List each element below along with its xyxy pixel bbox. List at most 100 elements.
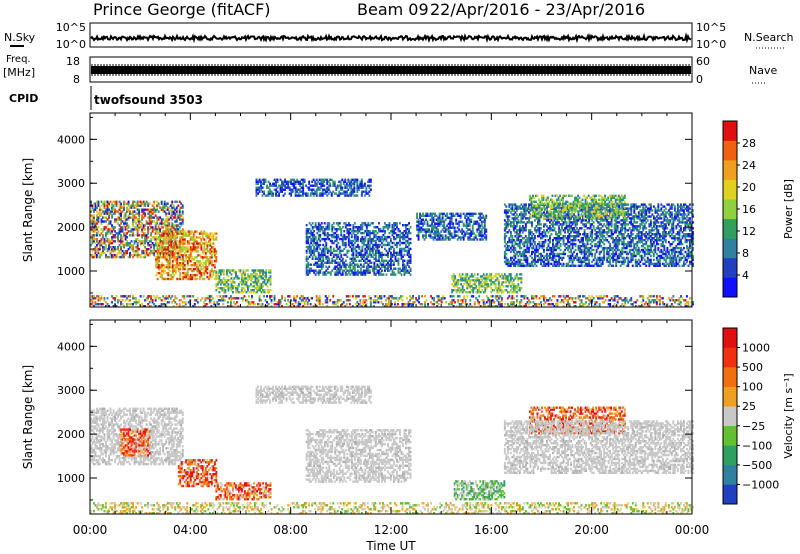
echo-cell <box>244 289 246 292</box>
echo-cell <box>215 285 218 288</box>
echo-cell <box>164 248 167 251</box>
echo-cell <box>126 236 128 239</box>
echo-cell <box>200 232 203 235</box>
echo-cell <box>177 228 180 231</box>
echo-cell <box>181 244 184 247</box>
echo-cell <box>150 208 153 211</box>
echo-cell <box>210 275 213 279</box>
echo-cell <box>130 253 133 257</box>
echo-cell <box>157 210 160 213</box>
echo-cell <box>233 281 236 284</box>
echo-cell <box>263 279 266 282</box>
echo-cell <box>291 190 294 193</box>
echo-cell <box>112 248 115 251</box>
echo-cell <box>382 273 385 276</box>
echo-cell <box>177 244 180 247</box>
echo-cell <box>132 224 134 227</box>
echo-cell <box>320 180 323 183</box>
echo-cell <box>305 228 308 231</box>
echo-cell <box>162 210 165 213</box>
echo-cell <box>242 277 245 280</box>
echo-cell <box>197 244 200 247</box>
echo-cell <box>363 184 366 187</box>
echo-cell <box>174 208 177 211</box>
echo-cell <box>182 246 185 249</box>
echo-cell <box>384 230 386 233</box>
echo-cell <box>167 246 170 249</box>
echo-cell <box>105 244 107 247</box>
echo-cell <box>224 281 227 284</box>
echo-cell <box>305 249 308 253</box>
echo-cell <box>248 285 251 288</box>
echo-cell <box>258 180 261 183</box>
echo-cell <box>333 182 336 185</box>
echo-cell <box>157 248 160 251</box>
echo-cell <box>153 210 156 213</box>
echo-cell <box>299 194 302 197</box>
echo-cell <box>287 184 290 187</box>
echo-cell <box>342 190 345 193</box>
echo-cell <box>158 254 161 257</box>
echo-cell <box>209 234 212 237</box>
echo-cell <box>166 216 169 219</box>
echo-cell <box>182 262 185 265</box>
echo-cell <box>192 269 195 273</box>
echo-cell <box>148 251 151 255</box>
echo-cell <box>115 232 118 235</box>
echo-cell <box>212 234 215 237</box>
nsky-bottom-tick: 10^0 <box>56 38 86 51</box>
echo-cell <box>148 240 151 243</box>
echo-cell <box>326 186 329 189</box>
echo-cell <box>328 222 331 225</box>
echo-cell <box>93 224 95 227</box>
echo-cell <box>127 226 130 229</box>
echo-cell <box>520 287 523 290</box>
echo-cell <box>109 255 112 259</box>
echo-cell <box>150 238 153 241</box>
echo-cell <box>189 252 192 255</box>
echo-cell <box>195 277 198 281</box>
echo-cell <box>174 250 177 253</box>
echo-cell <box>132 202 134 205</box>
echo-cell <box>147 226 150 229</box>
echo-cell <box>132 255 134 259</box>
echo-cell <box>203 246 206 249</box>
echo-cell <box>226 273 228 276</box>
echo-cell <box>204 254 207 257</box>
echo-cell <box>260 277 263 280</box>
echo-cell <box>356 186 359 189</box>
echo-cell <box>269 271 272 274</box>
echo-cell <box>117 251 119 255</box>
echo-cell <box>90 210 92 213</box>
echo-cell <box>96 220 98 223</box>
echo-cell <box>306 186 309 189</box>
echo-cell <box>209 250 212 253</box>
echo-cell <box>313 241 316 245</box>
echo-cell <box>130 228 133 231</box>
echo-cell <box>308 231 311 235</box>
echo-cell <box>164 277 167 281</box>
echo-cell <box>201 256 204 259</box>
echo-cell <box>157 226 160 229</box>
echo-cell <box>224 283 227 286</box>
echo-cell <box>195 240 198 243</box>
echo-cell <box>174 271 177 275</box>
echo-cell <box>197 250 200 253</box>
echo-cell <box>154 238 157 241</box>
echo-cell <box>153 251 156 255</box>
echo-cell <box>94 255 97 259</box>
echo-cell <box>155 240 158 243</box>
echo-cell <box>206 266 209 269</box>
echo-cell <box>261 178 264 181</box>
echo-cell <box>155 260 158 263</box>
echo-cell <box>162 256 165 259</box>
echo-cell <box>126 222 128 225</box>
echo-cell <box>171 214 174 217</box>
echo-cell <box>172 234 175 237</box>
echo-cell <box>222 269 225 272</box>
echo-cell <box>182 240 185 243</box>
echo-cell <box>166 222 169 225</box>
echo-cell <box>209 260 212 263</box>
echo-cell <box>318 186 321 189</box>
echo-cell <box>179 277 182 281</box>
